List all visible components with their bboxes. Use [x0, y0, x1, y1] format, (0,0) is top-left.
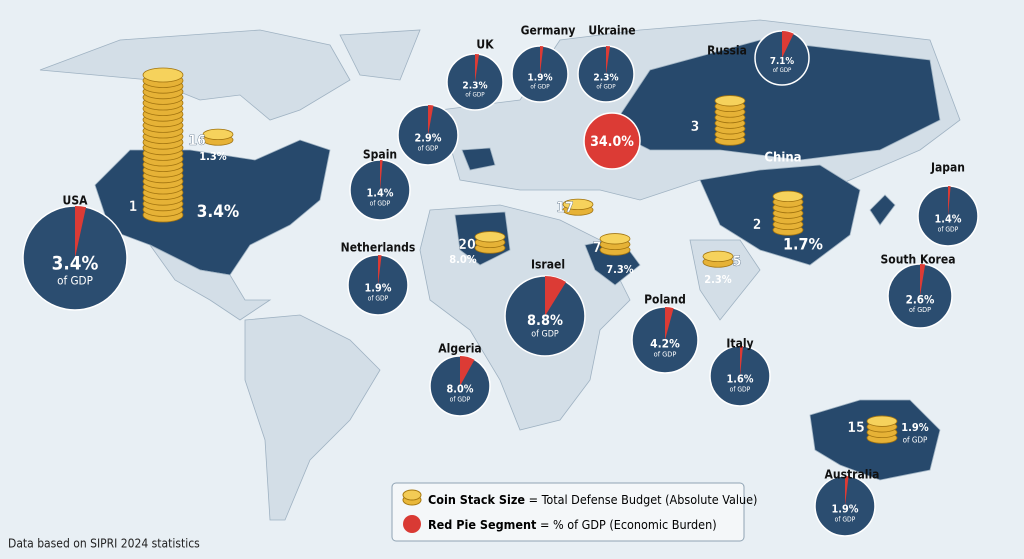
- pie-label: 3.4%: [52, 254, 99, 275]
- footer: Data based on SIPRI 2024 statistics: [8, 537, 200, 551]
- pie-sub: of GDP: [368, 294, 389, 302]
- pie-slice: [948, 186, 951, 216]
- coin: [714, 95, 746, 107]
- rank: 7: [593, 240, 602, 256]
- coin: [142, 67, 184, 83]
- pie-sub: of GDP: [465, 91, 485, 98]
- pie-slice: [740, 346, 744, 376]
- land: [39, 19, 961, 521]
- country-name: Algeria: [438, 342, 481, 356]
- coin: [772, 190, 804, 203]
- pie-sub: of GDP: [835, 515, 856, 523]
- pie-slice: [380, 160, 383, 190]
- legend-pie-label: Red Pie Segment = % of GDP (Economic Bur…: [428, 517, 717, 532]
- pie-label: 1.4%: [935, 213, 962, 226]
- pie-label: 2.3%: [462, 80, 487, 91]
- legend: Coin Stack Size = Total Defense Budget (…: [391, 482, 757, 542]
- badge-label: 34.0%: [590, 134, 634, 150]
- pie-label: 2.9%: [415, 132, 442, 145]
- pie-slice: [428, 105, 434, 135]
- legend-coin: [402, 489, 422, 501]
- legend-box: [391, 482, 745, 542]
- pie-sub: of GDP: [938, 225, 959, 233]
- rank: 15: [847, 420, 865, 436]
- pie-label: 2.6%: [906, 292, 935, 306]
- pie-slice: [545, 276, 567, 316]
- country-name: South Korea: [881, 253, 956, 267]
- pie-sub: of GDP: [531, 329, 559, 339]
- badge: [583, 112, 641, 170]
- pie-sub: of GDP: [370, 199, 391, 207]
- pie-sub: of GDP: [57, 274, 93, 288]
- country-name: Russia: [707, 44, 747, 58]
- pie-sub: of GDP: [596, 83, 616, 90]
- rank: 16: [188, 133, 206, 149]
- pie-slice: [845, 476, 849, 506]
- pie-label: 4.2%: [650, 336, 680, 350]
- pie-slice: [540, 46, 544, 74]
- pie-label: 1.4%: [367, 187, 394, 200]
- rank: 17: [556, 200, 574, 216]
- coin: [474, 231, 506, 243]
- coin: [562, 198, 594, 211]
- stack-label: 1.3%: [199, 150, 227, 163]
- legend-pie: [403, 515, 421, 533]
- country-name: Japan: [930, 161, 965, 175]
- stack-sub: of GDP: [903, 436, 928, 445]
- pie-slice: [75, 206, 87, 258]
- rank: 3: [691, 119, 700, 135]
- coin: [866, 415, 898, 427]
- country-name: Australia: [825, 468, 880, 482]
- coin: [202, 128, 234, 141]
- stack-label: 2.3%: [704, 273, 732, 286]
- country-name: Italy: [726, 337, 753, 351]
- country-name: Germany: [521, 24, 576, 38]
- stack-label: 7.3%: [606, 263, 634, 276]
- pie-sub: of GDP: [773, 67, 792, 74]
- country-name: Israel: [531, 258, 565, 272]
- pie-sub: of GDP: [530, 83, 550, 90]
- pie-label: 1.9%: [832, 503, 859, 516]
- pie-slice: [782, 31, 794, 58]
- pie-slice: [920, 264, 926, 296]
- pie-sub: of GDP: [909, 305, 931, 314]
- country-name: Poland: [644, 293, 686, 307]
- stack-label: 3.4%: [197, 202, 239, 222]
- rank: 1: [129, 199, 138, 215]
- pie-label: 8.0%: [447, 383, 474, 396]
- legend-coin-label: Coin Stack Size = Total Defense Budget (…: [428, 492, 757, 507]
- country-name: Netherlands: [341, 241, 416, 255]
- pie-label: 1.9%: [365, 282, 392, 295]
- coin: [599, 233, 631, 245]
- pie-slice: [460, 356, 475, 386]
- country-name: USA: [63, 194, 89, 208]
- pie-label: 2.3%: [593, 72, 618, 83]
- stack-label: 1.7%: [783, 235, 823, 254]
- pie-label: 1.9%: [527, 72, 552, 83]
- rank: 2: [753, 217, 762, 233]
- country-name: Ukraine: [588, 24, 635, 38]
- pie-sub: of GDP: [418, 144, 439, 152]
- pie-label: 8.8%: [527, 313, 563, 329]
- country-name: Spain: [363, 148, 397, 162]
- stack-label: 1.9%: [901, 421, 929, 434]
- pie-slice: [606, 46, 611, 74]
- country-name: China: [764, 151, 801, 166]
- stack-label: 8.0%: [449, 253, 477, 266]
- pie-sub: of GDP: [654, 350, 677, 359]
- country-name: UK: [476, 38, 494, 52]
- rank: 5: [733, 254, 742, 270]
- pie-sub: of GDP: [450, 395, 471, 403]
- coin: [702, 250, 734, 263]
- pie-slice: [378, 255, 382, 285]
- pie-label: 1.6%: [727, 373, 754, 386]
- pie-sub: of GDP: [730, 385, 751, 393]
- rank: 20: [458, 237, 476, 253]
- pie-label: 7.1%: [770, 56, 794, 67]
- pie-slice: [475, 54, 480, 82]
- pie-slice: [665, 307, 674, 340]
